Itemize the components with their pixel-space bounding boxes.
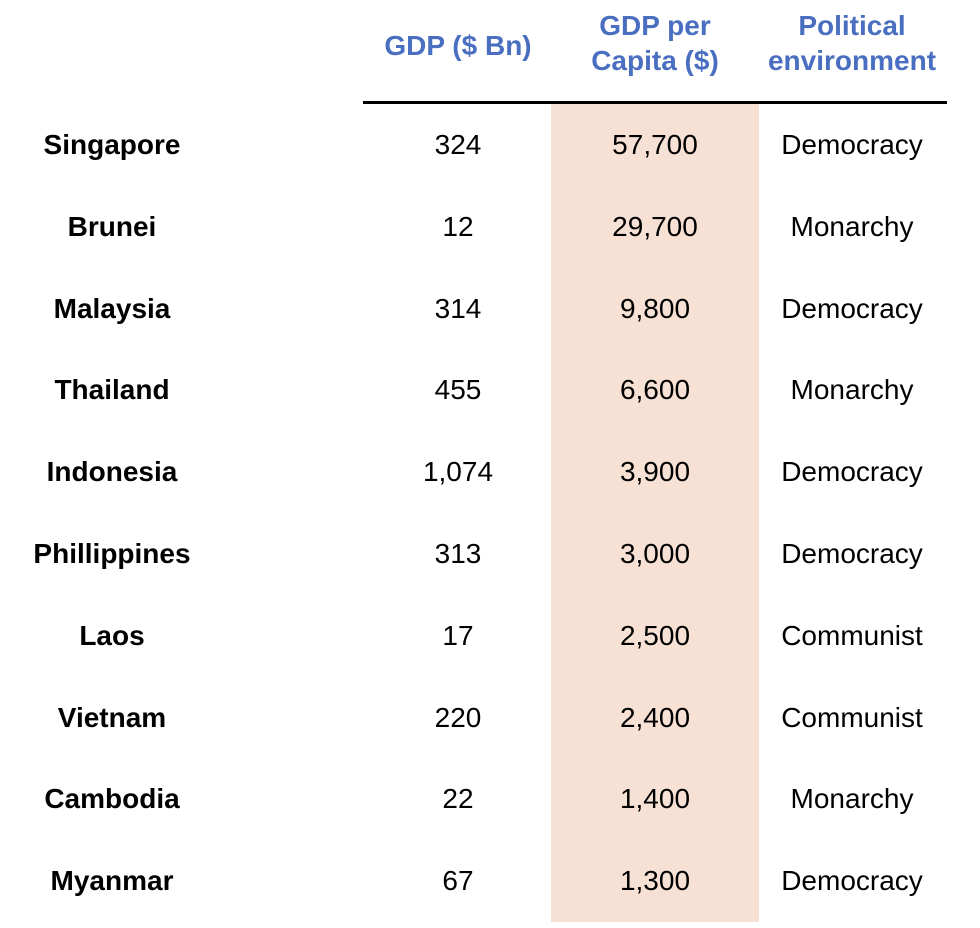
header-divider (363, 101, 947, 104)
political-cell: Monarchy (790, 783, 914, 815)
gdp-cell: 17 (442, 619, 474, 651)
political-cell: Democracy (781, 292, 923, 324)
table-body: Singapore 324 57,700 Democracy Brunei 12… (0, 104, 980, 922)
country-cell: Indonesia (46, 456, 178, 488)
table-row: Laos 17 2,500 Communist (0, 595, 980, 677)
gdp-per-capita-cell: 29,700 (612, 210, 698, 242)
gdp-per-capita-highlight (551, 104, 759, 922)
gdp-per-capita-cell: 1,400 (619, 783, 691, 815)
country-cell: Vietnam (57, 701, 167, 733)
gdp-cell: 67 (442, 865, 474, 897)
political-cell: Communist (781, 619, 923, 651)
header-gdp-line: GDP ($ Bn) (384, 30, 532, 61)
political-cell: Democracy (781, 865, 923, 897)
table-row: Thailand 455 6,600 Monarchy (0, 349, 980, 431)
gdp-per-capita-cell: 3,900 (619, 456, 691, 488)
gdp-per-capita-cell: 3,000 (619, 537, 691, 569)
political-cell: Communist (781, 701, 923, 733)
header-gdp: GDP ($ Bn) (358, 28, 558, 63)
gdp-cell: 12 (442, 210, 474, 242)
country-cell: Phillippines (33, 537, 191, 569)
header-gdp-per-capita-line-1: GDP per (599, 10, 711, 41)
country-cell: Brunei (67, 210, 157, 242)
table-row: Brunei 12 29,700 Monarchy (0, 186, 980, 268)
political-cell: Democracy (781, 129, 923, 160)
gdp-cell: 1,074 (422, 456, 494, 488)
political-cell: Democracy (781, 456, 923, 488)
country-cell: Malaysia (53, 292, 171, 324)
table-row: Myanmar 67 1,300 Democracy (0, 840, 980, 922)
header-political-line-2: environment (767, 45, 937, 76)
gdp-cell: 314 (434, 292, 482, 324)
country-cell: Thailand (54, 374, 170, 406)
gdp-cell: 455 (434, 374, 482, 406)
header-political-environment: Political environment (752, 8, 952, 78)
table-row: Singapore 324 57,700 Democracy (0, 104, 980, 186)
table-row: Phillippines 313 3,000 Democracy (0, 513, 980, 595)
political-cell: Monarchy (790, 210, 914, 242)
table-row: Vietnam 220 2,400 Communist (0, 677, 980, 759)
table-row: Indonesia 1,074 3,900 Democracy (0, 431, 980, 513)
country-cell: Myanmar (50, 865, 174, 897)
country-cell: Singapore (43, 129, 181, 160)
gdp-cell: 324 (434, 129, 482, 160)
table-row: Cambodia 22 1,400 Monarchy (0, 758, 980, 840)
country-cell: Laos (79, 619, 145, 651)
political-cell: Democracy (781, 537, 923, 569)
header-political-line-1: Political (798, 10, 906, 41)
political-cell: Monarchy (790, 374, 914, 406)
gdp-cell: 220 (434, 701, 482, 733)
header-gdp-per-capita: GDP per Capita ($) (555, 8, 755, 78)
gdp-cell: 22 (442, 783, 474, 815)
gdp-per-capita-cell: 2,500 (619, 619, 691, 651)
gdp-cell: 313 (434, 537, 482, 569)
gdp-per-capita-cell: 9,800 (619, 292, 691, 324)
gdp-per-capita-cell: 6,600 (619, 374, 691, 406)
table-row: Malaysia 314 9,800 Democracy (0, 268, 980, 350)
gdp-per-capita-cell: 2,400 (619, 701, 691, 733)
country-cell: Cambodia (44, 783, 180, 815)
header-gdp-per-capita-line-2: Capita ($) (591, 45, 719, 76)
gdp-per-capita-cell: 1,300 (619, 865, 691, 897)
gdp-per-capita-cell: 57,700 (612, 129, 698, 160)
